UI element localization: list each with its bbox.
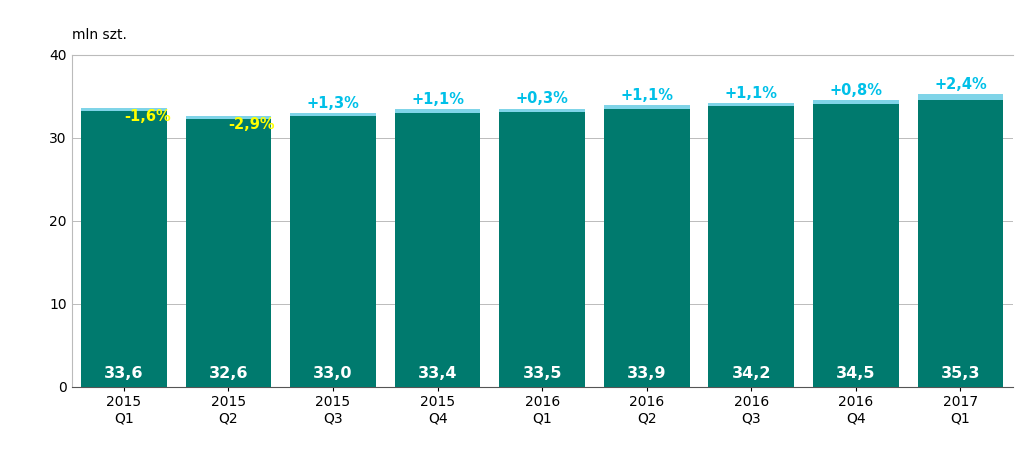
Bar xyxy=(499,112,585,387)
Bar xyxy=(81,111,167,387)
Bar xyxy=(604,105,690,109)
Text: 33,0: 33,0 xyxy=(313,366,353,381)
Bar xyxy=(918,100,1004,387)
Text: 35,3: 35,3 xyxy=(941,366,980,381)
Text: +0,3%: +0,3% xyxy=(516,91,569,106)
Bar xyxy=(813,104,899,387)
Text: +1,1%: +1,1% xyxy=(725,86,777,101)
Text: 34,5: 34,5 xyxy=(836,366,876,381)
Text: 32,6: 32,6 xyxy=(209,366,249,381)
Text: 33,6: 33,6 xyxy=(104,366,143,381)
Bar xyxy=(81,108,167,111)
Text: 34,2: 34,2 xyxy=(731,366,771,381)
Text: +1,3%: +1,3% xyxy=(307,96,359,111)
Text: 33,4: 33,4 xyxy=(417,366,457,381)
Text: +1,1%: +1,1% xyxy=(411,92,464,107)
Text: -1,6%: -1,6% xyxy=(124,109,171,124)
Bar xyxy=(709,103,794,106)
Text: mln szt.: mln szt. xyxy=(72,28,127,42)
Bar xyxy=(291,113,375,116)
Bar xyxy=(395,113,481,387)
Text: +1,1%: +1,1% xyxy=(620,88,673,103)
Text: 33,5: 33,5 xyxy=(523,366,562,381)
Bar xyxy=(918,94,1004,100)
Text: 33,9: 33,9 xyxy=(627,366,667,381)
Text: +0,8%: +0,8% xyxy=(830,83,883,98)
Bar xyxy=(604,109,690,387)
Bar xyxy=(499,109,585,112)
Bar xyxy=(291,116,375,387)
Text: -2,9%: -2,9% xyxy=(228,117,275,132)
Bar xyxy=(813,100,899,104)
Bar xyxy=(395,109,481,113)
Bar xyxy=(709,106,794,387)
Bar xyxy=(185,119,271,387)
Bar xyxy=(185,116,271,119)
Text: +2,4%: +2,4% xyxy=(934,76,987,91)
